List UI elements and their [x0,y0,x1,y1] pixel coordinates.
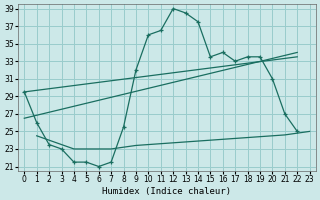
X-axis label: Humidex (Indice chaleur): Humidex (Indice chaleur) [102,187,231,196]
